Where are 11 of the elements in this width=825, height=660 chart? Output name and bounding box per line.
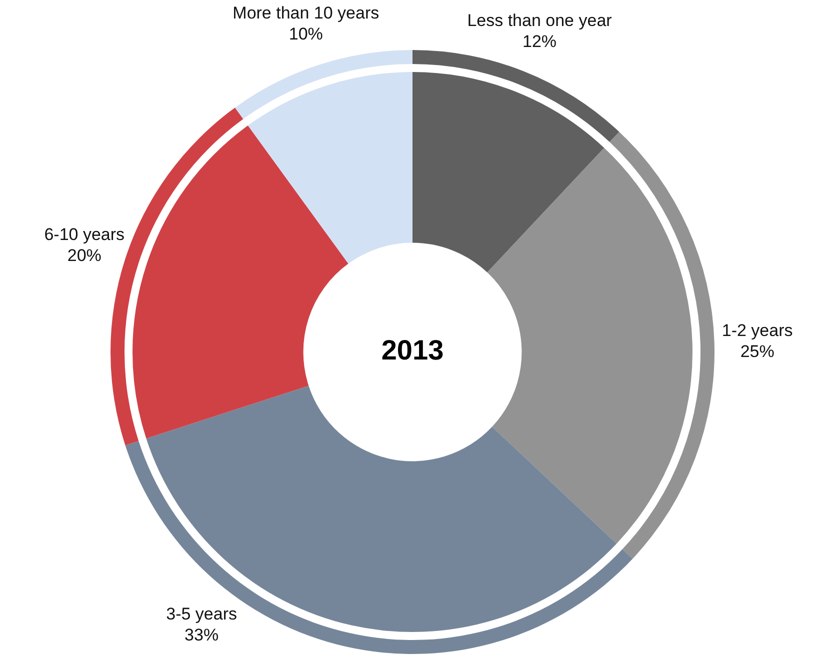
slice-label: 1-2 years <box>722 320 793 340</box>
data-label: 25% <box>740 342 774 361</box>
data-label: 20% <box>67 246 102 266</box>
data-label: 10% <box>288 24 323 44</box>
data-label: 33% <box>184 626 219 645</box>
slice-label: 3-5 years <box>166 604 237 624</box>
slice-label: 6-10 years <box>44 225 125 244</box>
slice-label: More than 10 years <box>232 4 380 23</box>
text: 2013 <box>381 334 444 366</box>
data-label: 12% <box>522 32 557 51</box>
slice-label: Less than one year <box>467 10 612 30</box>
